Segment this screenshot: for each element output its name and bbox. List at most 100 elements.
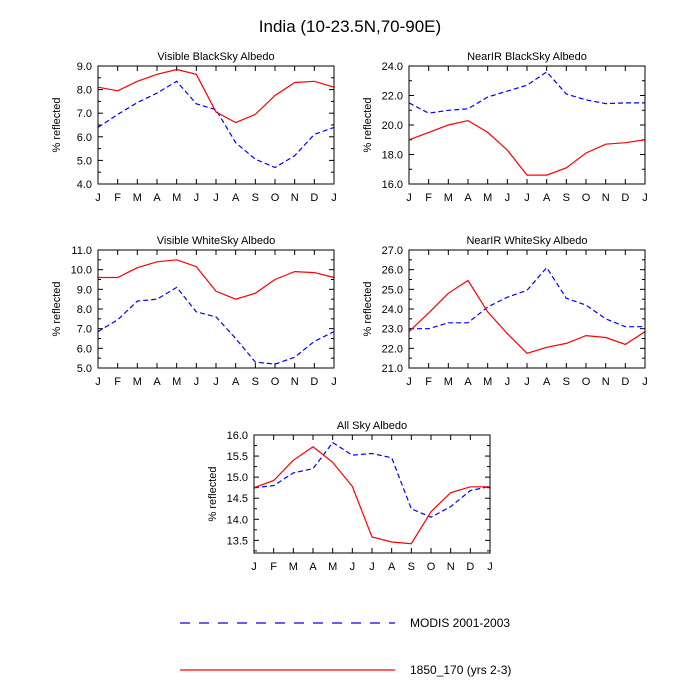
chart-1-xtick-label: O	[271, 192, 280, 204]
chart-4-xtick-label: J	[505, 376, 511, 388]
chart-5-ytick-label: 16.0	[227, 430, 248, 442]
chart-5-ytick-label: 14.5	[227, 493, 248, 505]
chart-4-ytick-label: 23.0	[382, 324, 403, 336]
chart-1-xtick-label: J	[331, 192, 337, 204]
chart-4-ytick-label: 25.0	[382, 284, 403, 296]
chart-3-series-1850-170-yrs-2-3	[98, 259, 335, 300]
chart-1-xtick-label: D	[310, 192, 318, 204]
chart-1-ytick-label: 5.0	[77, 155, 92, 167]
chart-1-xtick-label: A	[153, 192, 161, 204]
legend: MODIS 2001-2003 1850_170 (yrs 2-3)	[180, 616, 511, 677]
chart-2-nearir-blacksky-albedo: NearIR BlackSky Albedo % reflected 16.0 18.…	[362, 51, 648, 204]
chart-5-xtick-label: A	[309, 561, 317, 573]
chart-2-series-1850-170-yrs-2-3	[408, 119, 646, 176]
chart-5-series-1850-170-yrs-2-3	[253, 446, 490, 545]
charts-group: Visible BlackSky Albedo % reflected 4.0 5.0…	[51, 51, 648, 573]
chart-1-frame	[97, 65, 335, 185]
chart-2-xtick-label: J	[406, 192, 412, 204]
chart-4-xtick-label: A	[543, 376, 551, 388]
legend-label-modis-2001-2003: MODIS 2001-2003	[410, 616, 510, 630]
chart-5-xtick-label: M	[328, 561, 337, 573]
chart-4-xtick-label: A	[464, 376, 472, 388]
chart-3-xtick-label: J	[194, 376, 200, 388]
chart-5-xtick-label: S	[408, 561, 415, 573]
chart-1-xtick-label: M	[172, 192, 181, 204]
chart-2-xtick-label: J	[524, 192, 530, 204]
chart-1-xtick-label: J	[194, 192, 200, 204]
chart-1-xtick-label: F	[114, 192, 121, 204]
chart-3-ytick-label: 8.0	[77, 304, 92, 316]
chart-5-xtick-label: O	[427, 561, 436, 573]
chart-5-xtick-label: J	[487, 561, 493, 573]
chart-4-ytick-label: 22.0	[382, 343, 403, 355]
chart-3-xtick-label: F	[114, 376, 121, 388]
chart-4-ytick-label: 27.0	[382, 245, 403, 257]
chart-4-xtick-label: J	[406, 376, 412, 388]
chart-4-xtick-label: D	[621, 376, 629, 388]
chart-1-ytick-label: 9.0	[77, 61, 92, 73]
chart-3-ytick-label: 7.0	[77, 324, 92, 336]
chart-4-series-modis-2001-2003	[409, 266, 645, 330]
chart-3-xtick-label: A	[232, 376, 240, 388]
chart-4-xtick-label: M	[483, 376, 492, 388]
chart-3-ytick-label: 9.0	[77, 284, 92, 296]
chart-3-visible-whitesky-albedo: Visible WhiteSky Albedo % reflected 5.0 6.0…	[51, 235, 337, 388]
chart-5-title: All Sky Albedo	[337, 420, 407, 432]
chart-5-xtick-label: J	[369, 561, 375, 573]
chart-3-xtick-label: J	[331, 376, 337, 388]
chart-1-xtick-label: A	[232, 192, 240, 204]
chart-1-ytick-label: 8.0	[77, 85, 92, 97]
chart-1-xtick-label: J	[95, 192, 101, 204]
chart-1-xtick-label: J	[213, 192, 219, 204]
chart-3-title: Visible WhiteSky Albedo	[157, 235, 275, 247]
chart-2-ytick-label: 18.0	[382, 150, 403, 162]
chart-5-xtick-label: N	[447, 561, 455, 573]
chart-4-xtick-label: O	[582, 376, 591, 388]
chart-5-frame	[253, 434, 491, 554]
legend-label-1850-170-yrs-2-3: 1850_170 (yrs 2-3)	[410, 663, 511, 677]
chart-1-ylabel: % reflected	[51, 97, 63, 152]
chart-4-ytick-label: 21.0	[382, 363, 403, 375]
chart-3-series-modis-2001-2003	[97, 286, 335, 365]
chart-3-ytick-label: 11.0	[71, 245, 92, 257]
chart-3-xtick-label: J	[95, 376, 101, 388]
chart-4-ytick-label: 26.0	[382, 265, 403, 277]
chart-1-ytick-label: 6.0	[77, 132, 92, 144]
chart-5-ytick-label: 14.0	[227, 514, 248, 526]
chart-5-ylabel: % reflected	[207, 466, 219, 521]
chart-4-xtick-label: M	[444, 376, 453, 388]
chart-4-frame	[408, 249, 646, 369]
chart-2-frame	[408, 65, 646, 185]
chart-3-xtick-label: N	[291, 376, 299, 388]
chart-4-xtick-label: J	[642, 376, 648, 388]
chart-4-xtick-label: J	[524, 376, 530, 388]
chart-5-xtick-label: A	[388, 561, 396, 573]
chart-3-xtick-label: M	[133, 376, 142, 388]
chart-2-ytick-label: 20.0	[382, 120, 403, 132]
chart-1-xtick-label: M	[133, 192, 142, 204]
chart-3-xtick-label: O	[271, 376, 280, 388]
chart-5-all-sky-albedo: All Sky Albedo % reflected 13.5 14.0 14.5 15.…	[207, 420, 493, 573]
chart-5-ytick-label: 15.0	[227, 472, 248, 484]
figure-title: India (10-23.5N,70-90E)	[259, 17, 441, 36]
chart-5-xtick-label: J	[251, 561, 257, 573]
chart-2-ytick-label: 24.0	[382, 61, 403, 73]
chart-2-ytick-label: 22.0	[382, 91, 403, 103]
chart-2-xtick-label: D	[621, 192, 629, 204]
chart-5-xtick-label: J	[350, 561, 356, 573]
chart-2-series-modis-2001-2003	[408, 71, 645, 114]
chart-2-xtick-label: A	[464, 192, 472, 204]
chart-5-xtick-label: M	[289, 561, 298, 573]
chart-3-xtick-label: J	[213, 376, 219, 388]
chart-2-xtick-label: F	[425, 192, 432, 204]
chart-3-frame	[97, 249, 335, 369]
chart-3-xtick-label: M	[172, 376, 181, 388]
chart-5-ytick-label: 13.5	[227, 535, 248, 547]
chart-2-title: NearIR BlackSky Albedo	[467, 51, 587, 63]
chart-2-xtick-label: S	[563, 192, 570, 204]
chart-1-ytick-label: 7.0	[77, 108, 92, 120]
chart-4-series-1850-170-yrs-2-3	[408, 279, 646, 354]
chart-3-xtick-label: A	[153, 376, 161, 388]
chart-2-xtick-label: M	[483, 192, 492, 204]
